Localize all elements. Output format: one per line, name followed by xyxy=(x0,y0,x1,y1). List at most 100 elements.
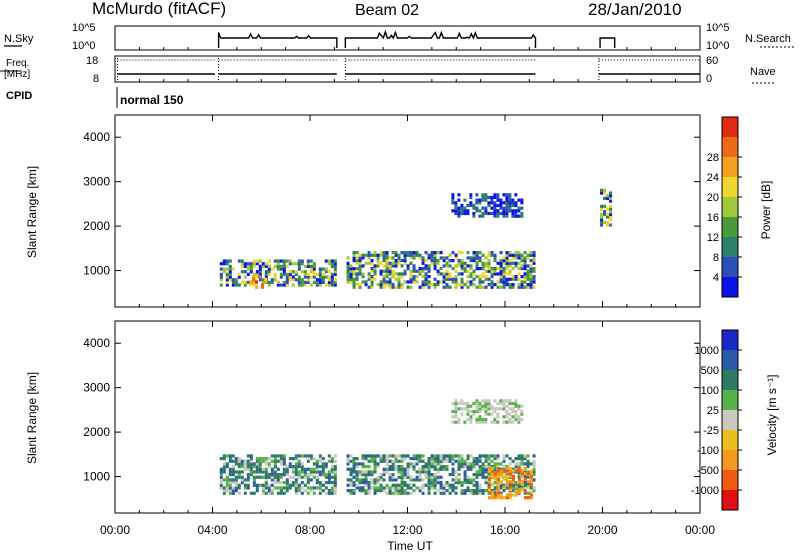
echo-cell xyxy=(312,462,316,466)
echo-cell xyxy=(412,462,416,466)
echo-cell xyxy=(385,459,389,463)
echo-cell xyxy=(475,473,479,477)
echo-cell xyxy=(517,256,521,260)
echo-cell xyxy=(352,256,356,260)
echo-cell xyxy=(282,454,286,458)
echo-cell xyxy=(463,465,467,469)
echo-cell xyxy=(382,251,386,255)
echo-cell xyxy=(285,275,289,279)
echo-cell xyxy=(466,256,470,260)
echo-cell xyxy=(294,462,298,466)
echo-cell xyxy=(466,481,470,485)
echo-cell xyxy=(421,256,425,260)
echo-cell xyxy=(376,259,380,263)
echo-cell xyxy=(502,269,506,273)
echo-cell xyxy=(370,454,374,458)
echo-cell xyxy=(475,253,479,257)
echo-cell xyxy=(352,465,356,469)
echo-cell xyxy=(279,283,283,287)
colorbar-segment xyxy=(722,277,738,298)
echo-cell xyxy=(297,264,301,268)
echo-cell xyxy=(397,465,401,469)
echo-cell xyxy=(352,269,356,273)
echo-cell xyxy=(505,214,509,218)
echo-cell xyxy=(400,272,404,276)
echo-cell xyxy=(306,275,310,279)
echo-cell xyxy=(478,209,482,213)
echo-cell xyxy=(349,481,353,485)
echo-cell xyxy=(400,491,404,495)
noise-panel: N.Sky 10^5 10^0 10^5 10^0 N.Search xyxy=(4,22,794,52)
echo-cell xyxy=(367,491,371,495)
echo-cell xyxy=(412,277,416,281)
echo-cell xyxy=(532,267,536,271)
echo-cell xyxy=(258,278,262,282)
echo-cell xyxy=(370,478,374,482)
echo-cell xyxy=(309,264,313,268)
echo-cell xyxy=(237,462,241,466)
echo-cell xyxy=(273,486,277,490)
echo-cell xyxy=(469,195,473,200)
echo-cell xyxy=(403,251,407,255)
echo-cell xyxy=(442,259,446,263)
echo-cell xyxy=(294,470,298,474)
echo-cell xyxy=(267,283,271,287)
echo-cell xyxy=(490,496,494,500)
echo-cell xyxy=(520,462,524,466)
echo-cell xyxy=(370,459,374,463)
echo-cell xyxy=(333,278,337,282)
echo-cell xyxy=(409,269,413,273)
time-axis-label: Time UT xyxy=(387,539,433,553)
echo-cell xyxy=(499,480,503,484)
colorbar-segment xyxy=(722,177,738,198)
echo-cell xyxy=(252,262,256,266)
echo-cell xyxy=(352,285,356,289)
echo-cell xyxy=(276,491,280,495)
echo-cell xyxy=(499,206,503,210)
echo-cell xyxy=(355,483,359,487)
echo-cell xyxy=(469,283,473,287)
echo-cell xyxy=(294,467,298,471)
echo-cell xyxy=(267,259,271,263)
echo-cell xyxy=(421,261,425,265)
echo-cell xyxy=(330,459,334,463)
echo-cell xyxy=(382,470,386,474)
echo-cell xyxy=(400,467,404,471)
echo-cell xyxy=(469,491,473,495)
echo-cell xyxy=(249,465,253,469)
echo-cell xyxy=(228,272,232,276)
echo-cell xyxy=(364,454,368,458)
echo-cell xyxy=(499,486,503,490)
echo-cell xyxy=(246,459,250,463)
echo-cell xyxy=(349,491,353,495)
echo-cell xyxy=(448,253,452,257)
echo-cell xyxy=(394,465,398,469)
echo-cell xyxy=(412,269,416,273)
echo-cell xyxy=(436,470,440,474)
echo-cell xyxy=(600,223,604,227)
echo-cell xyxy=(412,275,416,279)
echo-cell xyxy=(367,483,371,487)
echo-cell xyxy=(300,278,304,282)
echo-cell xyxy=(433,459,437,463)
echo-cell xyxy=(469,454,473,458)
echo-cell xyxy=(288,270,292,274)
echo-cell xyxy=(306,491,310,495)
echo-cell xyxy=(309,283,313,287)
echo-cell xyxy=(523,457,527,461)
echo-cell xyxy=(385,470,389,474)
echo-cell xyxy=(445,277,449,281)
echo-cell xyxy=(315,470,319,474)
echo-cell xyxy=(231,489,235,493)
echo-cell xyxy=(318,457,322,461)
echo-cell xyxy=(291,283,295,287)
echo-cell xyxy=(382,280,386,284)
echo-cell xyxy=(520,457,524,461)
echo-cell xyxy=(526,483,530,487)
echo-cell xyxy=(264,459,268,463)
echo-cell xyxy=(460,259,464,263)
echo-cell xyxy=(291,262,295,266)
echo-cell xyxy=(406,483,410,487)
echo-cell xyxy=(475,407,479,411)
echo-cell xyxy=(427,283,431,287)
